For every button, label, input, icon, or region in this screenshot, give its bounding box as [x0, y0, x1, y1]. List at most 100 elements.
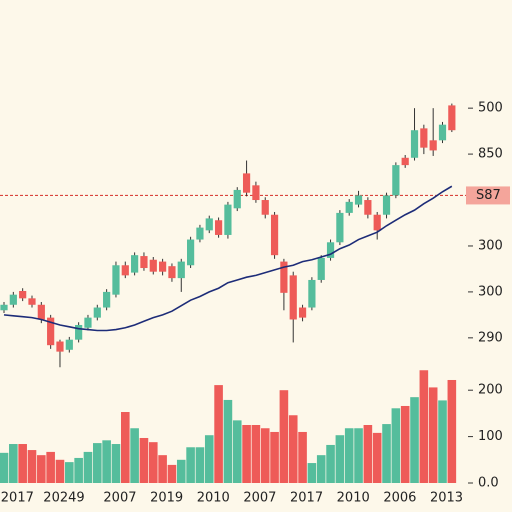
- volume-bar: [335, 435, 345, 483]
- candle-body: [336, 212, 344, 243]
- candle-body: [224, 204, 232, 235]
- candle-body: [410, 130, 419, 158]
- candle-body: [438, 124, 447, 141]
- candle-body: [252, 185, 260, 201]
- volume-bar: [391, 408, 401, 483]
- x-tick-label: 2017: [1, 491, 34, 506]
- volume-bar: [260, 428, 270, 483]
- volume-bar: [354, 428, 363, 483]
- candle-body: [131, 255, 139, 273]
- candle-body: [420, 128, 428, 148]
- candle-body: [47, 317, 55, 346]
- volume-bar: [65, 462, 74, 483]
- y-tick-label: 300: [478, 284, 503, 299]
- x-tick-label: 2006: [383, 491, 416, 506]
- volume-bar: [438, 400, 447, 483]
- candle-body: [121, 265, 129, 276]
- candle-body: [65, 339, 73, 350]
- candle-body: [233, 189, 241, 209]
- candle-body: [0, 304, 8, 311]
- y-tick-label: 200: [478, 383, 503, 398]
- volume-bar: [232, 420, 242, 483]
- candle-body: [392, 165, 400, 196]
- volume-bar: [251, 425, 261, 483]
- volume-bar: [307, 463, 317, 483]
- candle-body: [354, 195, 363, 205]
- volume-bar: [120, 412, 130, 483]
- volume-bar: [382, 424, 391, 483]
- candle-body: [317, 257, 325, 280]
- volume-bar: [363, 425, 373, 483]
- volume-bar: [223, 399, 233, 483]
- candle-body: [196, 227, 204, 240]
- candle-body: [214, 220, 223, 235]
- volume-bar: [111, 444, 121, 483]
- volume-bar: [419, 370, 429, 483]
- candle-body: [177, 261, 185, 279]
- candle-body: [112, 265, 120, 295]
- candle-body: [298, 307, 307, 318]
- candle-body: [103, 291, 111, 308]
- candle-body: [289, 275, 297, 320]
- volume-bar: [55, 459, 65, 483]
- volume-bar: [195, 447, 205, 483]
- candle-body: [373, 214, 381, 231]
- candle-body: [168, 266, 176, 279]
- volume-bar: [9, 444, 18, 483]
- candle-body: [84, 317, 92, 328]
- candle-body: [345, 201, 353, 213]
- volume-bar: [298, 431, 307, 483]
- candle-body: [401, 157, 409, 166]
- volume-bar: [372, 432, 382, 483]
- volume-bar: [447, 379, 457, 483]
- y-tick-label: 850: [478, 147, 503, 162]
- x-tick-label: 2019: [150, 491, 183, 506]
- volume-bar: [158, 455, 167, 483]
- volume-bar: [83, 451, 93, 483]
- candle-body: [205, 218, 213, 231]
- volume-bar: [270, 431, 279, 483]
- volume-bar: [18, 444, 27, 483]
- y-tick-label: 300: [478, 238, 503, 253]
- candle-body: [382, 195, 391, 215]
- volume-bar: [242, 425, 251, 483]
- volume-bar: [316, 455, 326, 483]
- candle-body: [19, 290, 27, 299]
- x-tick-label: 2017: [290, 491, 323, 506]
- volume-bar: [176, 459, 186, 483]
- candle-body: [242, 173, 251, 193]
- volume-bar: [167, 464, 177, 483]
- volume-bar: [46, 451, 55, 483]
- volume-bar: [428, 387, 438, 483]
- volume-bar: [130, 428, 139, 483]
- candle-body: [37, 304, 45, 320]
- candle-body: [364, 200, 372, 215]
- candle-body: [270, 214, 279, 256]
- candle-body: [280, 261, 288, 293]
- volume-bar: [279, 390, 289, 483]
- candle-body: [308, 279, 316, 308]
- volume-bar: [37, 455, 46, 483]
- candle-body: [261, 200, 269, 215]
- y-tick-label: 100: [478, 429, 503, 444]
- volume-bar: [27, 450, 37, 483]
- volume-bar: [148, 442, 158, 483]
- volume-bar: [0, 452, 9, 483]
- candle-body: [429, 140, 437, 151]
- x-tick-label: 2013: [430, 491, 463, 506]
- candle-body: [140, 256, 148, 269]
- moving-average: [3, 185, 453, 332]
- volume-bar: [186, 447, 195, 483]
- price-label: S87: [476, 188, 501, 203]
- x-tick-label: 2007: [103, 491, 136, 506]
- candle-body: [149, 259, 157, 272]
- y-tick-label: 500: [478, 101, 503, 116]
- candle-body: [326, 242, 335, 258]
- candle-body: [9, 294, 17, 305]
- candle-body: [56, 341, 64, 352]
- volume-bar: [102, 440, 111, 483]
- x-tick-label: 2007: [243, 491, 276, 506]
- volume-bar: [93, 443, 102, 483]
- price-label-box: [466, 186, 510, 205]
